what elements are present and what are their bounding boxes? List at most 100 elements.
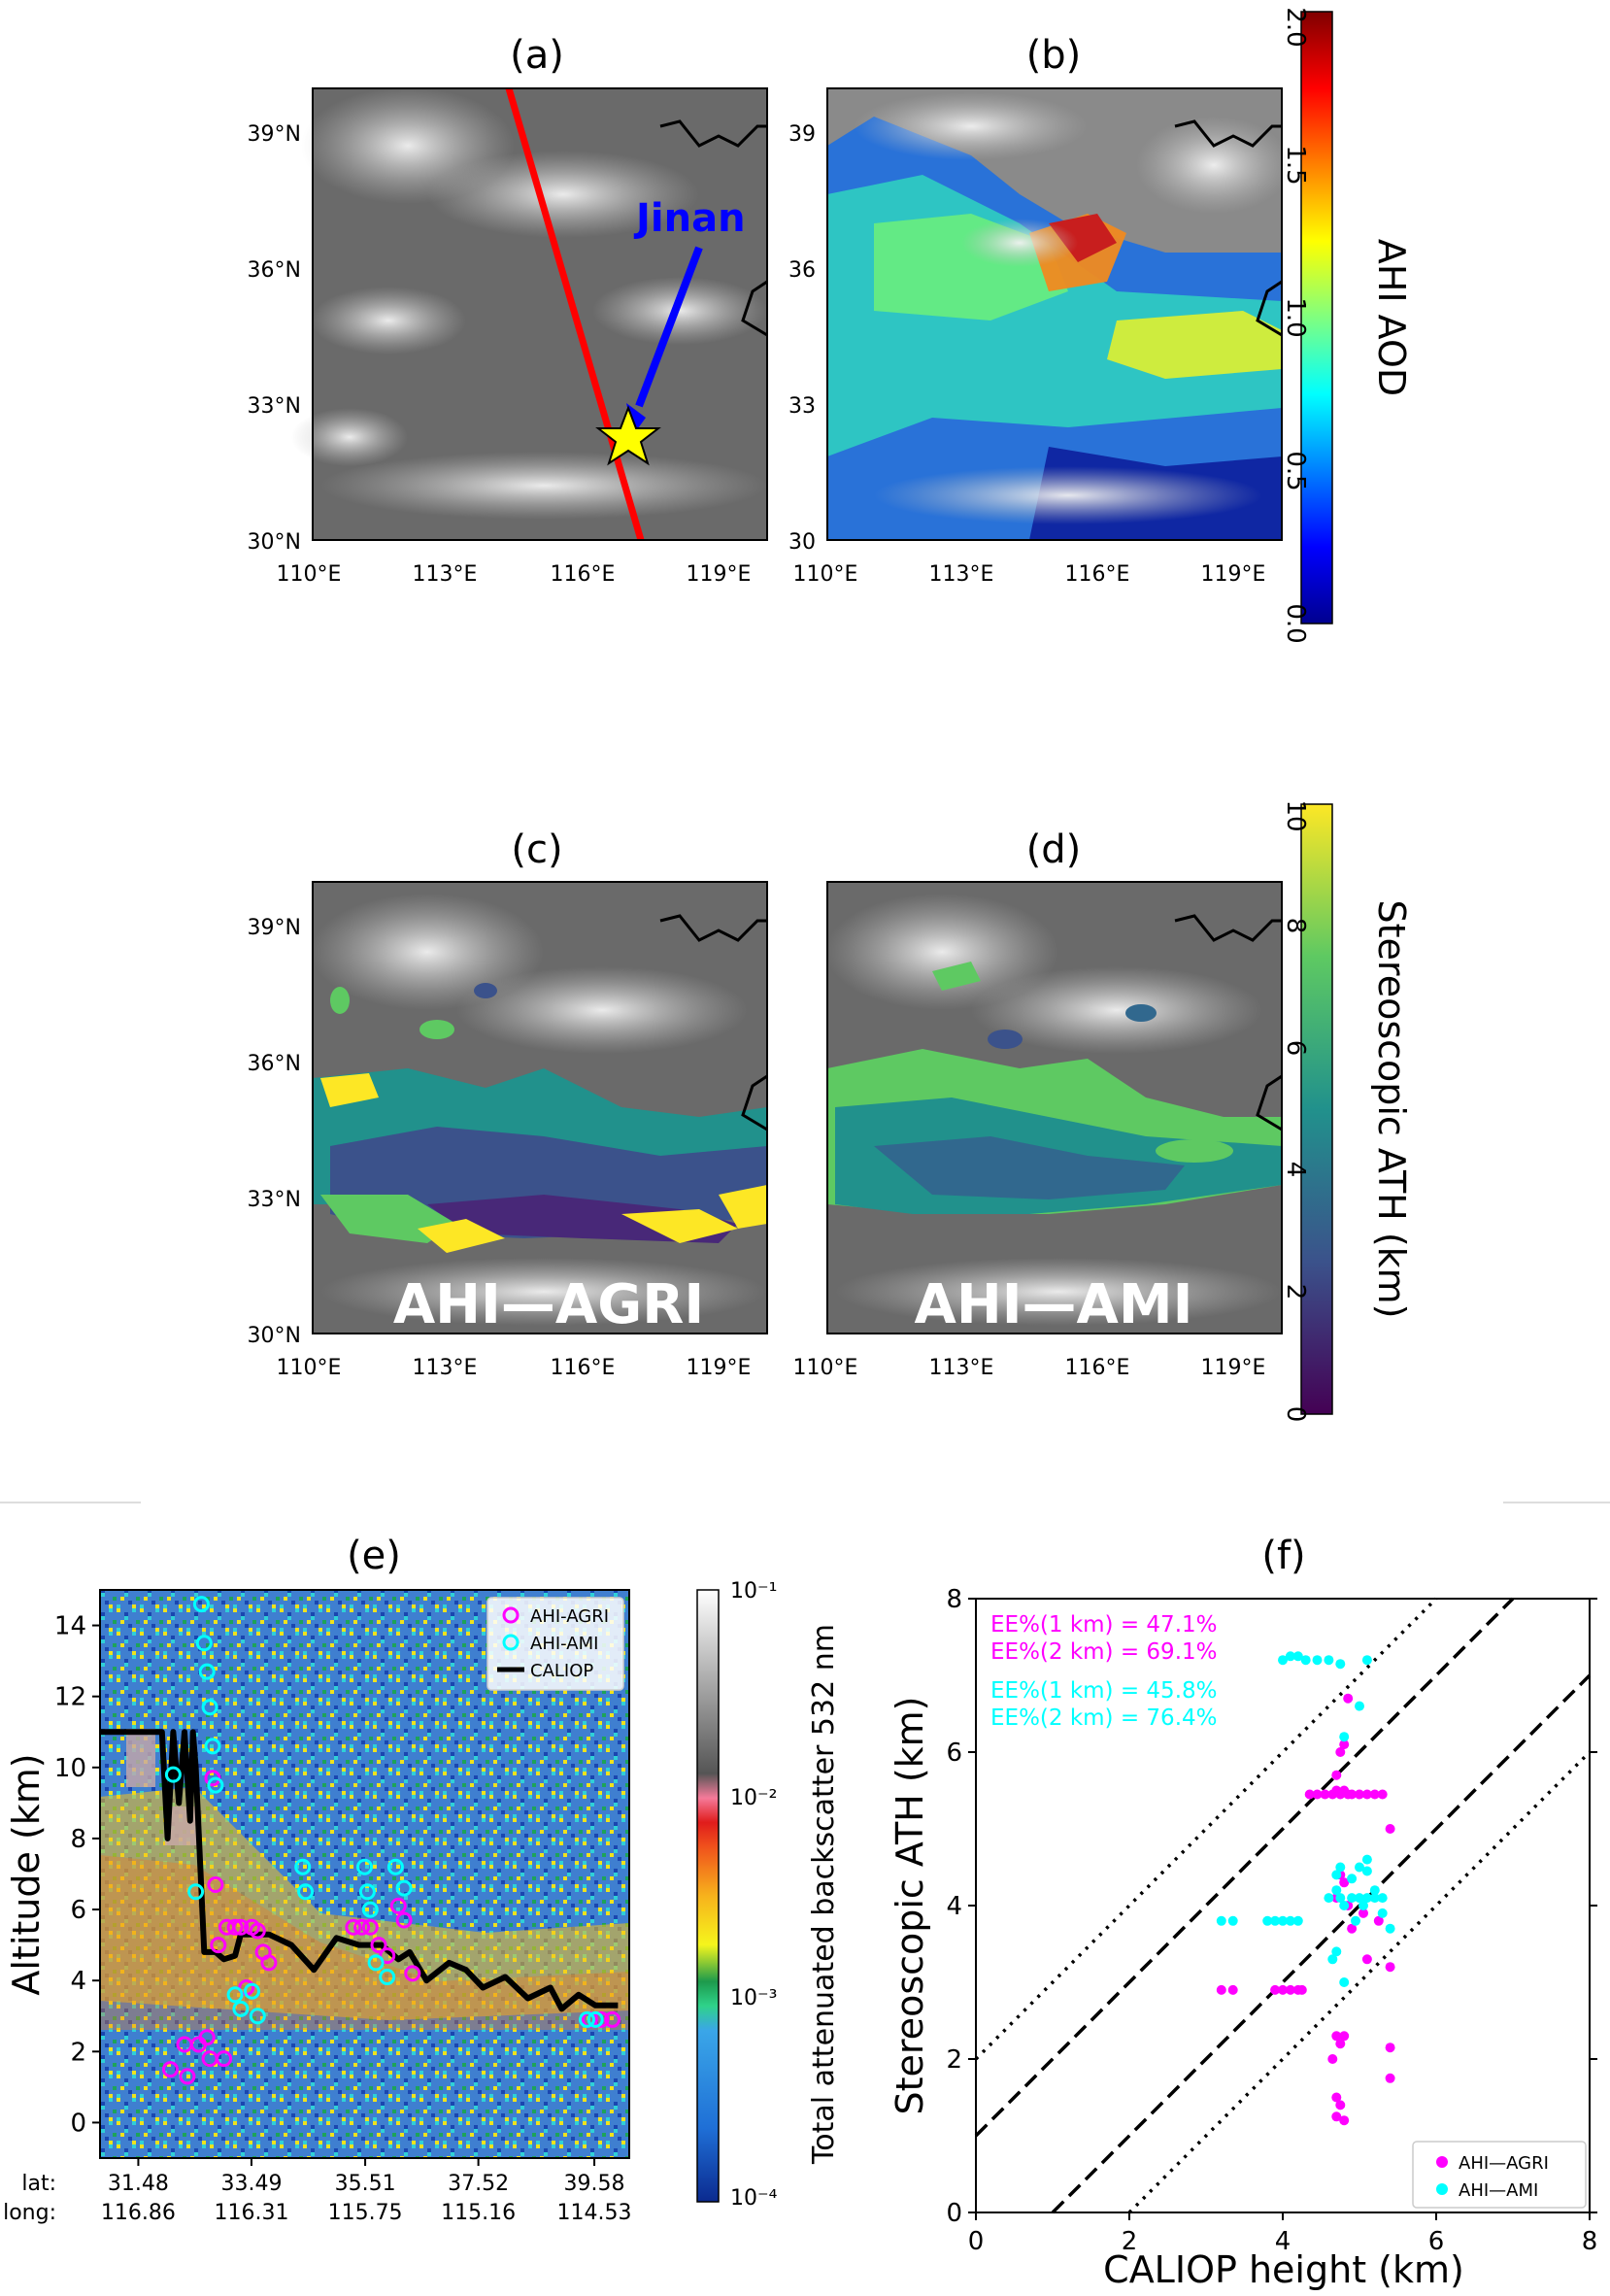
agri-scatter-point [1304,1789,1315,1800]
e-xtick-long: 114.53 [557,2201,632,2225]
agri-scatter-point [1270,1984,1281,1995]
ami-scatter-point [1278,1915,1288,1926]
agri-scatter-point [1331,1770,1342,1780]
agri-scatter-point [1339,1739,1350,1750]
ami-scatter-point [1355,1701,1364,1711]
ath-colorbar: 0 2 4 6 8 10 Stereoscopic ATH (km) [1281,799,1413,1422]
ami-scatter-point [1216,1915,1226,1926]
ee-annotation: EE%(1 km) = 45.8% [990,1678,1218,1704]
e-ytick-label: 2 [70,2038,86,2067]
panel-b-coastline [1174,119,1282,148]
ami-point [164,1766,182,1783]
e-xtick-lat: 37.52 [448,2172,509,2196]
panel-f-plot-area [976,1599,1590,2212]
ami-point [204,1738,221,1755]
ami-point [358,1883,376,1901]
agri-point [345,1918,362,1936]
agri-scatter-point [1385,2073,1395,2083]
panel-f-title: (f) [1261,1534,1305,1578]
e-xtick-lat: 39.58 [564,2172,625,2196]
svg-text:33°N: 33°N [248,1188,301,1212]
ath-tick-5: 10 [1281,799,1310,831]
agri-scatter-point [1373,1915,1384,1926]
panel-f-ylabel: Stereoscopic ATH (km) [889,1697,931,2115]
ami-point [361,1901,379,1918]
aod-colorbar-label: AHI AOD [1370,239,1413,396]
agri-point [361,1918,379,1936]
e-xtick-lat: 33.49 [220,2172,282,2196]
reference-line-dotted [974,1597,1438,2061]
legend-f-agri-marker [1436,2156,1448,2168]
ami-point [192,1596,210,1613]
panel-a-clouds [291,87,767,520]
f-ytick-label: 6 [946,1739,962,1768]
ami-point [379,1969,396,1985]
agri-scatter-point [1216,1984,1226,1995]
svg-text:36°N: 36°N [248,258,301,283]
ami-scatter-point [1285,1651,1295,1662]
ami-scatter-point [1339,1901,1350,1910]
svg-text:113°E: 113°E [929,1356,994,1380]
svg-text:113°E: 113°E [413,562,478,587]
legend-agri-label: AHI-AGRI [530,1606,609,1627]
f-xtick-label: 0 [968,2227,985,2256]
panel-e-marks [100,1596,621,2085]
ami-point [587,2010,604,2028]
ami-point [294,1858,312,1875]
agri-point [389,1897,407,1914]
agri-scatter-point [1339,2115,1350,2126]
ami-scatter-point [1331,1946,1342,1957]
agri-scatter-point [1339,2031,1350,2042]
svg-text:116°E: 116°E [1065,1356,1130,1380]
legend-ami-label: AHI-AMI [530,1634,598,1654]
legend-ami-marker [502,1634,520,1651]
ami-scatter-point [1361,1655,1372,1666]
f-ytick-label: 2 [946,2045,962,2075]
panel-a-lat-ticks: 39°N 36°N 33°N 30°N [248,122,301,555]
agri-scatter-point [1355,1789,1364,1800]
panel-b-aod-field [827,92,1291,540]
agri-scatter-point [1331,2092,1342,2103]
panel-c-lat-ticks: 39°N 36°N 33°N 30°N [248,916,301,1348]
panel-b-lat-ticks: 39 36 33 30 [788,122,816,555]
panel-c-ath-field [311,894,767,1326]
ami-scatter-point [1335,1893,1346,1904]
panel-e-cloud-echo [126,1729,155,1787]
panel-d-frame [826,881,1283,1334]
ami-scatter-point [1355,1893,1364,1904]
svg-text:113°E: 113°E [929,562,994,587]
svg-text:33°N: 33°N [248,394,301,419]
legend-agri-marker [502,1606,520,1624]
ami-point [579,2010,595,2028]
caliop-height-line [100,1729,619,2012]
agri-point [207,1876,224,1893]
e-ytick-label: 14 [54,1612,86,1641]
svg-text:119°E: 119°E [687,562,752,587]
ami-scatter-point [1361,1866,1372,1876]
svg-text:110°E: 110°E [793,1356,858,1380]
ami-scatter-point [1361,1893,1372,1904]
ami-scatter-point [1377,1893,1388,1904]
aod-tick-2: 1.0 [1281,297,1310,337]
agri-point [353,1918,371,1936]
e-ytick-label: 10 [54,1754,86,1783]
agri-point [162,2061,179,2078]
agri-scatter-point [1335,2100,1346,2110]
jinan-arrow [635,246,703,408]
f-xtick-label: 2 [1122,2227,1138,2256]
ami-scatter-point [1324,1893,1334,1904]
agri-scatter-point [1347,1923,1358,1934]
agri-scatter-point [1285,1984,1295,1995]
ami-point [367,1954,385,1972]
agri-scatter-point [1385,2043,1395,2053]
f-ytick-label: 8 [946,1585,962,1614]
agri-scatter-point [1312,1789,1323,1800]
agri-point [226,1918,244,1936]
ami-scatter-point [1300,1655,1311,1666]
aod-tick-3: 1.5 [1281,145,1310,185]
agri-scatter-point [1278,1984,1288,1995]
ami-scatter-point [1358,1901,1368,1910]
svg-text:119°E: 119°E [1201,1356,1266,1380]
agri-scatter-point [1331,2031,1342,2042]
svg-text:36: 36 [788,258,816,283]
